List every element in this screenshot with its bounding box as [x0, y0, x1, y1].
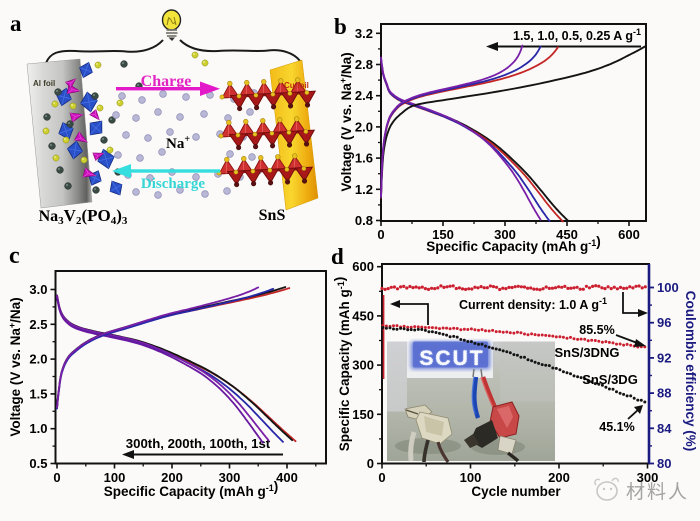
svg-text:Na+: Na+ — [166, 134, 190, 152]
svg-text:100: 100 — [104, 470, 126, 485]
svg-text:3.2: 3.2 — [355, 26, 373, 41]
svg-text:100: 100 — [657, 280, 679, 295]
svg-text:SnS/3DG: SnS/3DG — [582, 372, 638, 387]
svg-text:Cycle number: Cycle number — [471, 484, 561, 499]
svg-text:300: 300 — [494, 227, 516, 242]
svg-text:600: 600 — [618, 227, 640, 242]
svg-text:300: 300 — [352, 358, 374, 373]
svg-text:88: 88 — [657, 386, 671, 401]
svg-text:150: 150 — [432, 227, 454, 242]
svg-text:0.8: 0.8 — [355, 213, 373, 228]
svg-text:Specific Capacity (mAh g-1): Specific Capacity (mAh g-1) — [426, 234, 601, 254]
svg-text:45.1%: 45.1% — [599, 420, 634, 434]
svg-text:SCUT: SCUT — [419, 347, 484, 370]
svg-text:200: 200 — [548, 470, 570, 485]
svg-text:Discharge: Discharge — [141, 176, 205, 192]
svg-text:Charge: Charge — [141, 73, 192, 90]
svg-text:d: d — [331, 244, 344, 269]
svg-text:Coulombic efficiency (%): Coulombic efficiency (%) — [683, 291, 698, 452]
svg-text:0: 0 — [377, 227, 384, 242]
svg-text:92: 92 — [657, 350, 671, 365]
svg-text:400: 400 — [276, 470, 298, 485]
svg-text:0.5: 0.5 — [29, 456, 47, 471]
svg-text:1.2: 1.2 — [355, 182, 373, 197]
svg-text:Current density: 1.0 A g-1: Current density: 1.0 A g-1 — [459, 296, 607, 312]
svg-text:Cu foil: Cu foil — [284, 81, 309, 90]
svg-text:600: 600 — [352, 259, 374, 274]
svg-text:2.8: 2.8 — [355, 57, 373, 72]
svg-text:Specific Capacity (mAh g-1): Specific Capacity (mAh g-1) — [332, 277, 352, 452]
svg-text:300: 300 — [219, 470, 241, 485]
svg-text:材料人: 材料人 — [626, 481, 689, 503]
svg-text:150: 150 — [352, 407, 374, 422]
svg-text:SnS/3DNG: SnS/3DNG — [554, 345, 619, 360]
svg-text:200: 200 — [161, 470, 183, 485]
svg-text:84: 84 — [657, 421, 672, 436]
svg-text:1.6: 1.6 — [355, 151, 373, 166]
svg-text:300th, 200th, 100th, 1st: 300th, 200th, 100th, 1st — [126, 436, 271, 451]
svg-text:c: c — [9, 243, 20, 269]
svg-text:3.0: 3.0 — [29, 282, 47, 297]
svg-text:0: 0 — [53, 470, 60, 485]
svg-text:2.0: 2.0 — [29, 352, 47, 367]
svg-text:1.5, 1.0, 0.5, 0.25 A g-1: 1.5, 1.0, 0.5, 0.25 A g-1 — [513, 27, 641, 43]
svg-text:2.0: 2.0 — [355, 119, 373, 134]
svg-text:Voltage (V vs. Na+/Na): Voltage (V vs. Na+/Na) — [338, 52, 354, 191]
svg-text:Specific Capacity (mAh g-1): Specific Capacity (mAh g-1) — [104, 479, 279, 499]
svg-text:80: 80 — [657, 456, 671, 471]
svg-text:2.5: 2.5 — [29, 317, 47, 332]
svg-text:Al foil: Al foil — [33, 79, 55, 88]
svg-text:a: a — [10, 11, 22, 36]
svg-text:SCUT: SCUT — [419, 347, 484, 370]
svg-text:2.4: 2.4 — [355, 88, 374, 103]
svg-text:85.5%: 85.5% — [579, 323, 614, 337]
svg-text:96: 96 — [657, 315, 671, 330]
svg-text:450: 450 — [352, 308, 374, 323]
svg-text:100: 100 — [460, 470, 482, 485]
svg-text:Voltage (V vs. Na+/Na): Voltage (V vs. Na+/Na) — [7, 297, 23, 436]
svg-text:b: b — [334, 14, 347, 39]
svg-text:0: 0 — [378, 470, 385, 485]
svg-text:1.0: 1.0 — [29, 421, 47, 436]
svg-text:300: 300 — [637, 470, 659, 485]
svg-text:SnS: SnS — [259, 207, 286, 224]
svg-text:0: 0 — [367, 456, 374, 471]
svg-text:1.5: 1.5 — [29, 386, 47, 401]
svg-text:450: 450 — [556, 227, 578, 242]
